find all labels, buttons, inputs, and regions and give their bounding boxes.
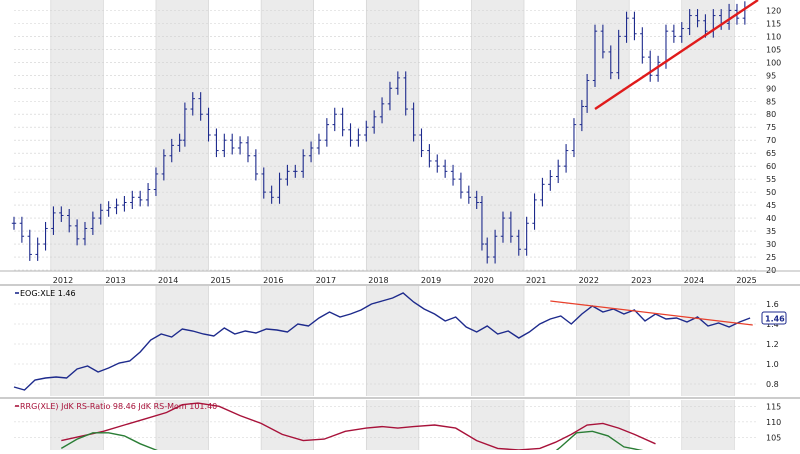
y-tick-label: 20	[766, 266, 776, 275]
y-tick-label: 25	[766, 253, 776, 262]
year-band	[366, 0, 419, 270]
last-value-badge	[761, 311, 787, 325]
y-tick-label: 65	[766, 149, 776, 158]
y-tick-label: 60	[766, 162, 776, 171]
x-tick-label: 2018	[368, 276, 388, 285]
y-tick-label: 120	[766, 6, 781, 15]
x-tick-label: 2025	[736, 276, 756, 285]
y-tick-label: 115	[766, 402, 781, 411]
y-tick-label: 90	[766, 84, 776, 93]
y-tick-label: 1.2	[766, 340, 779, 349]
y-tick-label: 85	[766, 97, 776, 106]
year-band	[471, 0, 525, 270]
y-tick-label: 35	[766, 227, 776, 236]
y-tick-label: 45	[766, 201, 776, 210]
year-band	[681, 0, 735, 270]
year-band	[155, 0, 209, 270]
y-tick-label: 55	[766, 175, 776, 184]
y-tick-label: 80	[766, 110, 776, 119]
y-tick-label: 1.0	[766, 360, 779, 369]
y-tick-label: 0.8	[766, 380, 779, 389]
x-tick-label: 2013	[105, 276, 125, 285]
last-value-label: 1.46	[765, 315, 785, 324]
ratio-line	[13, 292, 751, 391]
y-tick-label: 75	[766, 123, 776, 132]
rs-mom-line	[60, 430, 656, 454]
rs-ratio-line	[61, 402, 656, 451]
year-band	[261, 0, 314, 270]
x-tick-label: 2012	[53, 276, 73, 285]
year-band	[261, 400, 314, 450]
y-tick-label: 30	[766, 240, 776, 249]
year-band	[681, 286, 735, 396]
year-band	[155, 400, 209, 450]
year-band	[681, 400, 735, 450]
year-band	[576, 286, 630, 396]
year-band	[261, 286, 314, 396]
rrg-panel-title: RRG(XLE) JdK RS-Ratio 98.46 JdK RS-Mom 1…	[20, 402, 217, 411]
year-band	[366, 400, 419, 450]
year-band	[50, 286, 104, 396]
rrg-panel: 105 110 115 RRG(XLE) JdK RS-Ratio 98.46 JdK…	[14, 400, 781, 454]
y-tick-label: 1.6	[766, 300, 779, 309]
y-tick-label: 50	[766, 188, 776, 197]
y-tick-label: 105	[766, 45, 781, 54]
x-tick-label: 2014	[158, 276, 178, 285]
year-band	[50, 400, 104, 450]
y-tick-label: 110	[766, 418, 781, 427]
year-band	[366, 286, 419, 396]
ratio-trendline	[550, 300, 753, 326]
price-panel: 2025303540455055606570758085909510010511…	[0, 0, 800, 399]
year-band	[576, 400, 630, 450]
y-tick-label: 40	[766, 214, 776, 223]
year-band	[471, 400, 525, 450]
x-tick-label: 2022	[579, 276, 599, 285]
ratio-panel-title: EOG:XLE 1.46	[20, 289, 76, 298]
y-tick-label: 110	[766, 32, 781, 41]
year-band	[155, 286, 209, 396]
support-trendline	[594, 0, 759, 111]
y-tick-label: 115	[766, 19, 781, 28]
x-tick-label: 2016	[263, 276, 283, 285]
x-tick-label: 2024	[684, 276, 704, 285]
y-tick-label: 105	[766, 434, 781, 443]
y-tick-label: 95	[766, 71, 776, 80]
x-tick-label: 2017	[316, 276, 336, 285]
x-tick-label: 2023	[631, 276, 651, 285]
y-tick-label: 70	[766, 136, 776, 145]
x-tick-label: 2015	[211, 276, 231, 285]
y-tick-label: 100	[766, 58, 781, 67]
year-band	[471, 286, 525, 396]
x-tick-label: 2019	[421, 276, 441, 285]
x-tick-label: 2021	[526, 276, 546, 285]
x-tick-label: 2020	[473, 276, 493, 285]
